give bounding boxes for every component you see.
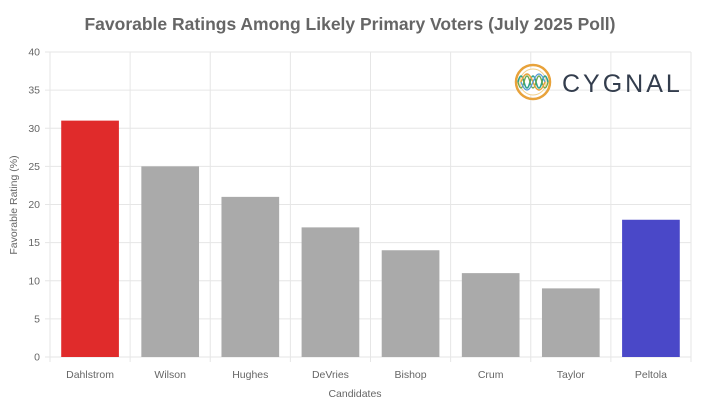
y-tick-label: 25	[28, 161, 40, 173]
y-tick-label: 0	[34, 352, 40, 364]
x-axis-ticks: Dahlstrom Wilson Hughes DeVries Bishop Crum Ta…	[66, 369, 667, 381]
bar-devries	[301, 227, 360, 357]
y-axis-title: Favorable Rating (%)	[8, 155, 20, 254]
bar-wilson	[141, 166, 200, 357]
cygnal-wave-logo-icon	[514, 63, 552, 101]
x-tick-label: Crum	[478, 369, 504, 381]
cygnal-logo: CYGNAL	[514, 63, 683, 101]
bar-bishop	[381, 250, 440, 357]
y-axis-ticks: 0 5 10 15 20 25 30 35 40	[28, 47, 40, 364]
x-tick-label: Dahlstrom	[66, 369, 114, 381]
y-tick-label: 5	[34, 313, 40, 325]
bar-dahlstrom	[61, 120, 119, 357]
x-tick-label: Hughes	[232, 369, 268, 381]
y-tick-label: 10	[28, 275, 40, 287]
bar-peltola	[622, 219, 680, 357]
x-tick-label: Wilson	[154, 369, 186, 381]
bar-crum	[461, 273, 520, 357]
x-tick-label: DeVries	[312, 369, 349, 381]
y-tick-label: 35	[28, 85, 40, 97]
bars	[61, 120, 680, 357]
x-tick-label: Bishop	[395, 369, 427, 381]
y-tick-label: 30	[28, 123, 40, 135]
y-tick-label: 20	[28, 199, 40, 211]
x-tick-label: Taylor	[557, 369, 586, 381]
x-tick-label: Peltola	[635, 369, 667, 381]
y-tick-label: 15	[28, 237, 40, 249]
bar-taylor	[541, 288, 600, 357]
y-tick-label: 40	[28, 47, 40, 59]
x-axis-title: Candidates	[328, 388, 381, 400]
bar-hughes	[221, 196, 280, 357]
logo-wordmark: CYGNAL	[562, 70, 683, 98]
chart-title: Favorable Ratings Among Likely Primary V…	[84, 14, 615, 34]
